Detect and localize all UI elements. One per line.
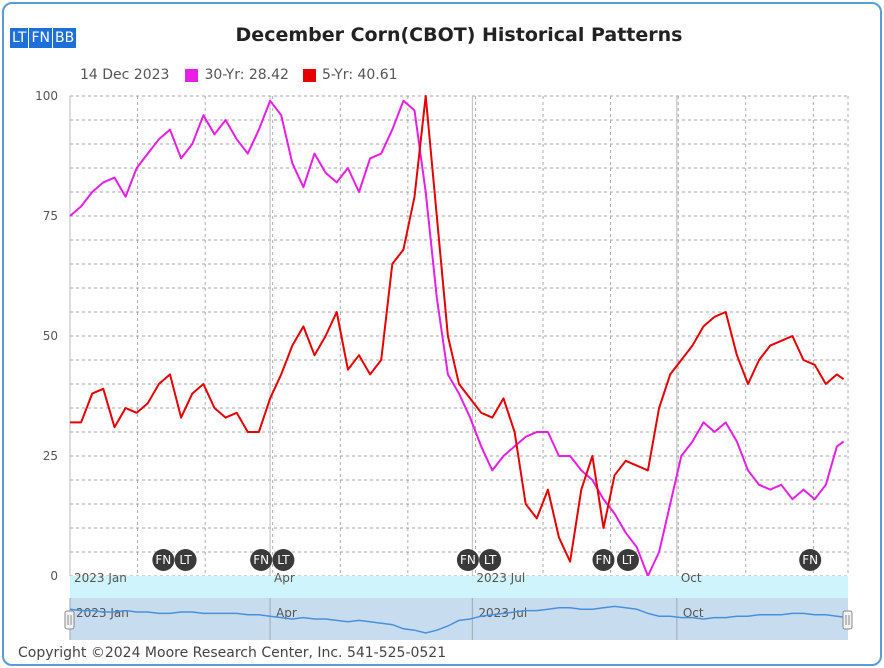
marker-lt — [616, 549, 639, 571]
y-tick-label: 50 — [43, 329, 58, 343]
navigator-tick-label: Apr — [276, 606, 297, 620]
marker-lt — [479, 549, 502, 571]
marker-label: FN — [460, 553, 476, 567]
legend-label-5yr: 5-Yr: 40.61 — [321, 67, 398, 83]
series-line-30-yr — [69, 99, 845, 577]
marker-fn — [456, 549, 479, 571]
marker-label: LT — [622, 553, 635, 567]
navigator-handle-right[interactable] — [842, 610, 853, 630]
bb-button[interactable]: BB — [52, 28, 77, 48]
time-axis-band — [70, 576, 848, 598]
navigator-tick-label: Oct — [683, 606, 704, 620]
x-tick-label: 2023 Jan — [74, 571, 127, 585]
lt-button[interactable]: LT — [10, 28, 29, 48]
marker-fn — [152, 549, 175, 571]
y-tick-label: 25 — [43, 449, 58, 463]
x-tick-label: Oct — [681, 571, 702, 585]
legend-date: 14 Dec 2023 — [80, 67, 170, 83]
marker-lt — [272, 549, 295, 571]
marker-label: LT — [277, 553, 290, 567]
legend: 14 Dec 2023 30-Yr: 28.42 5-Yr: 40.61 — [80, 67, 412, 83]
navigator-area — [70, 598, 848, 640]
legend-swatch-5yr — [302, 68, 316, 82]
legend-label-30yr: 30-Yr: 28.42 — [204, 67, 289, 83]
marker-label: LT — [179, 553, 192, 567]
marker-fn — [250, 549, 273, 571]
mode-buttons: LT FN BB — [10, 28, 77, 48]
legend-item-30yr[interactable]: 30-Yr: 28.42 — [185, 67, 289, 83]
y-tick-label: 75 — [43, 209, 58, 223]
marker-fn — [799, 549, 822, 571]
marker-label: LT — [484, 553, 497, 567]
y-tick-label: 0 — [50, 569, 58, 583]
marker-lt — [174, 549, 197, 571]
marker-label: FN — [155, 553, 171, 567]
fn-button[interactable]: FN — [29, 28, 52, 48]
x-tick-label: Apr — [274, 571, 295, 585]
y-tick-label: 100 — [35, 89, 58, 103]
navigator-handle-left[interactable] — [64, 610, 75, 630]
navigator-line — [69, 605, 849, 634]
x-tick-label: 2023 Jul — [476, 571, 525, 585]
navigator-tick-label: 2023 Jan — [76, 606, 129, 620]
legend-item-5yr[interactable]: 5-Yr: 40.61 — [302, 67, 398, 83]
marker-label: FN — [253, 553, 269, 567]
marker-fn — [592, 549, 615, 571]
marker-label: FN — [802, 553, 818, 567]
copyright-footer: Copyright ©2024 Moore Research Center, I… — [18, 645, 447, 661]
series-line-5-yr — [70, 95, 845, 563]
marker-label: FN — [596, 553, 612, 567]
legend-swatch-30yr — [185, 68, 199, 82]
chart-title: December Corn(CBOT) Historical Patterns — [235, 24, 683, 46]
